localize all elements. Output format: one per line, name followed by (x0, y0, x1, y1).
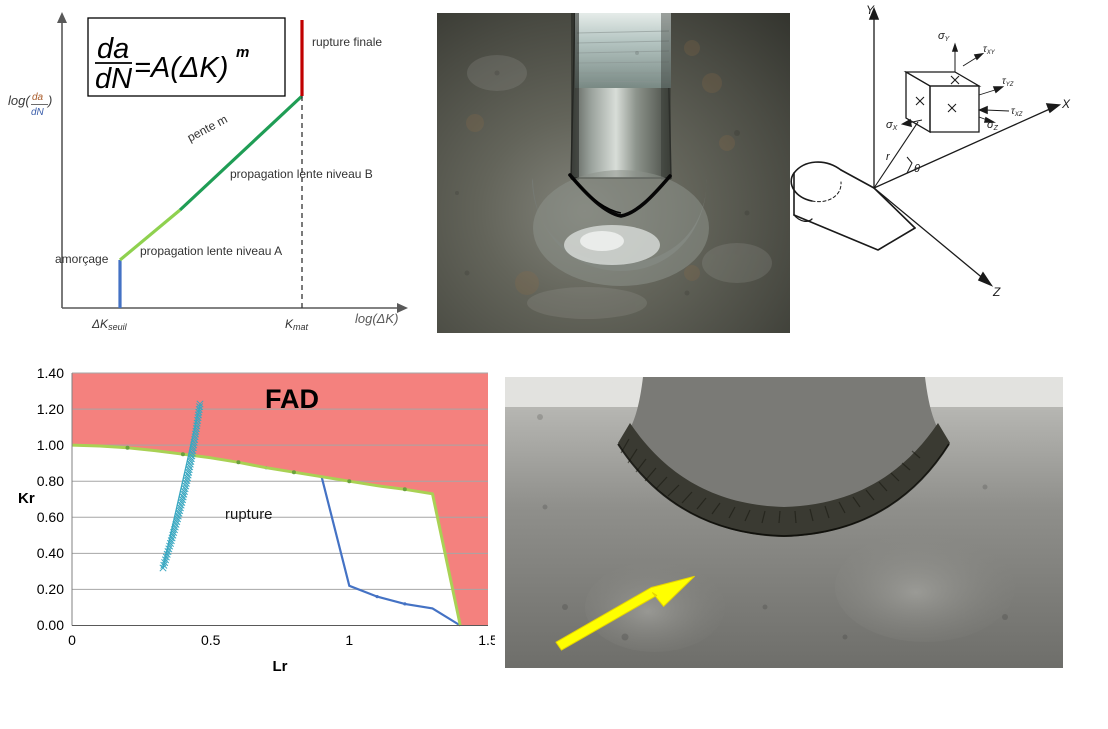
svg-text:Kr: Kr (18, 490, 35, 507)
svg-text:FAD: FAD (265, 384, 319, 414)
svg-text:da: da (97, 33, 129, 65)
svg-text:Kmat: Kmat (285, 317, 309, 332)
svg-text:1.20: 1.20 (37, 401, 64, 417)
svg-text:amorçage: amorçage (55, 252, 109, 266)
svg-text:=A(ΔK): =A(ΔK) (134, 52, 228, 84)
svg-text:1.40: 1.40 (37, 368, 64, 381)
svg-text:log(: log( (8, 93, 31, 108)
svg-text:dN: dN (31, 107, 45, 118)
svg-text:τXY: τXY (983, 44, 996, 56)
svg-text:X: X (1061, 97, 1071, 111)
svg-text:σZ: σZ (987, 119, 999, 132)
svg-text:1.00: 1.00 (37, 437, 64, 453)
svg-text:pente m: pente m (185, 112, 230, 145)
svg-text:rupture finale: rupture finale (312, 35, 382, 49)
svg-text:log(ΔK): log(ΔK) (355, 311, 398, 326)
svg-text:τXZ: τXZ (1011, 106, 1023, 118)
svg-text:0.40: 0.40 (37, 545, 64, 561)
svg-text:m: m (236, 44, 249, 61)
svg-text:τYZ: τYZ (1002, 76, 1014, 88)
svg-text:propagation lente niveau B: propagation lente niveau B (230, 167, 373, 181)
svg-text:propagation lente niveau A: propagation lente niveau A (140, 244, 282, 258)
svg-text:0.00: 0.00 (37, 617, 64, 633)
svg-text:rupture: rupture (225, 506, 273, 523)
svg-text:0: 0 (68, 632, 76, 648)
svg-text:0.80: 0.80 (37, 473, 64, 489)
svg-text:Z: Z (992, 285, 1001, 299)
svg-text:ΔKseuil: ΔKseuil (91, 317, 128, 332)
svg-text:dN: dN (95, 63, 132, 95)
svg-text:θ: θ (914, 163, 920, 175)
svg-text:r: r (886, 151, 891, 163)
svg-text:da: da (32, 92, 44, 103)
svg-text:): ) (46, 93, 52, 108)
svg-text:0.20: 0.20 (37, 581, 64, 597)
svg-text:σY: σY (938, 30, 951, 43)
svg-text:σX: σX (886, 119, 898, 132)
svg-text:0.60: 0.60 (37, 509, 64, 525)
svg-text:1.5: 1.5 (478, 632, 495, 648)
svg-text:0.5: 0.5 (201, 632, 221, 648)
svg-text:Y: Y (866, 3, 875, 17)
svg-text:1: 1 (345, 632, 353, 648)
svg-text:Lr: Lr (273, 658, 288, 675)
